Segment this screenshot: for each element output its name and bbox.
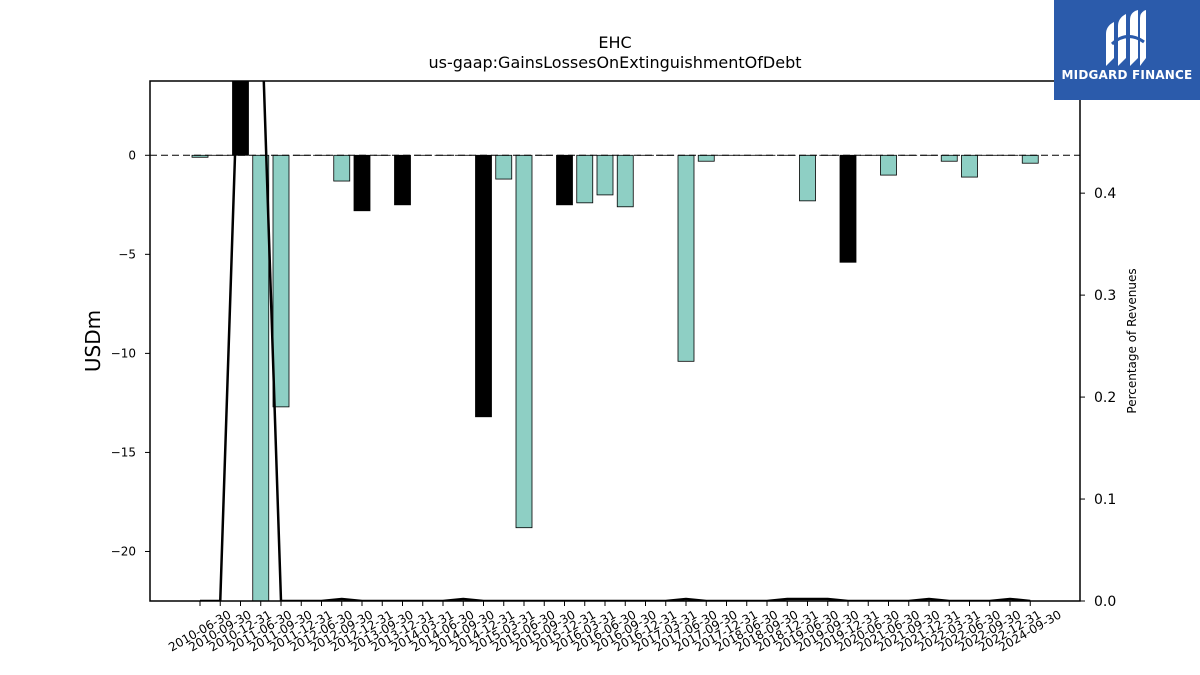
y-right-tick-label: 0.4 [1094,186,1116,202]
bar-2015-12-31 [556,154,573,206]
axes: 0−5−10−15−200.00.10.20.30.42010-06-30201… [111,80,1116,654]
y-right-tick-label: 0.0 [1094,594,1116,610]
y-tick-label: −10 [111,346,136,360]
brand-name: MIDGARD FINANCE [1061,68,1193,82]
bar-2019-12-31 [839,154,857,263]
bars-layer [191,81,1039,601]
y-right-tick-label: 0.2 [1094,390,1116,406]
brand-logo: MIDGARD FINANCE [1054,0,1200,100]
bar-2021-06-30 [880,154,897,176]
bar-2016-09-30 [616,154,634,208]
bar-2012-09-30 [333,154,351,182]
pct-of-revenues-series [200,81,1031,601]
bar-2012-12-31 [353,154,371,212]
chart-subtitle: us-gaap:GainsLossesOnExtinguishmentOfDeb… [428,53,801,72]
bar-2022-06-30 [961,154,978,178]
bar-2011-06-30 [252,154,270,601]
y-tick-label: 0 [128,148,136,162]
bar-2016-03-31 [576,154,594,204]
plot-frame [149,80,1081,602]
bar-2022-03-31 [940,154,958,162]
y-axis-label: USDm [81,310,105,372]
bar-2017-09-30 [697,154,715,162]
y-right-tick-label: 0.3 [1094,288,1116,304]
midgard-logo-icon [1106,10,1146,66]
bar-2013-12-31 [394,154,411,206]
bar-2016-06-30 [596,154,614,196]
bar-2014-12-31 [475,154,492,418]
y-right-tick-label: 0.1 [1094,492,1116,508]
bar-2017-06-30 [677,154,695,362]
chart-title: EHC [598,33,631,52]
y-tick-label: −5 [118,247,136,261]
y-tick-label: −20 [111,544,136,558]
bar-2011-09-30 [272,154,290,408]
bar-2015-06-30 [515,154,533,529]
bar-2024-09-30 [1021,154,1039,164]
bar-2019-06-30 [799,154,816,202]
pct-of-revenues-line [200,81,1031,601]
y-tick-label: −15 [111,445,136,459]
bar-2015-03-31 [495,154,513,180]
y-axis-right-label: Percentage of Revenues [1125,268,1139,413]
